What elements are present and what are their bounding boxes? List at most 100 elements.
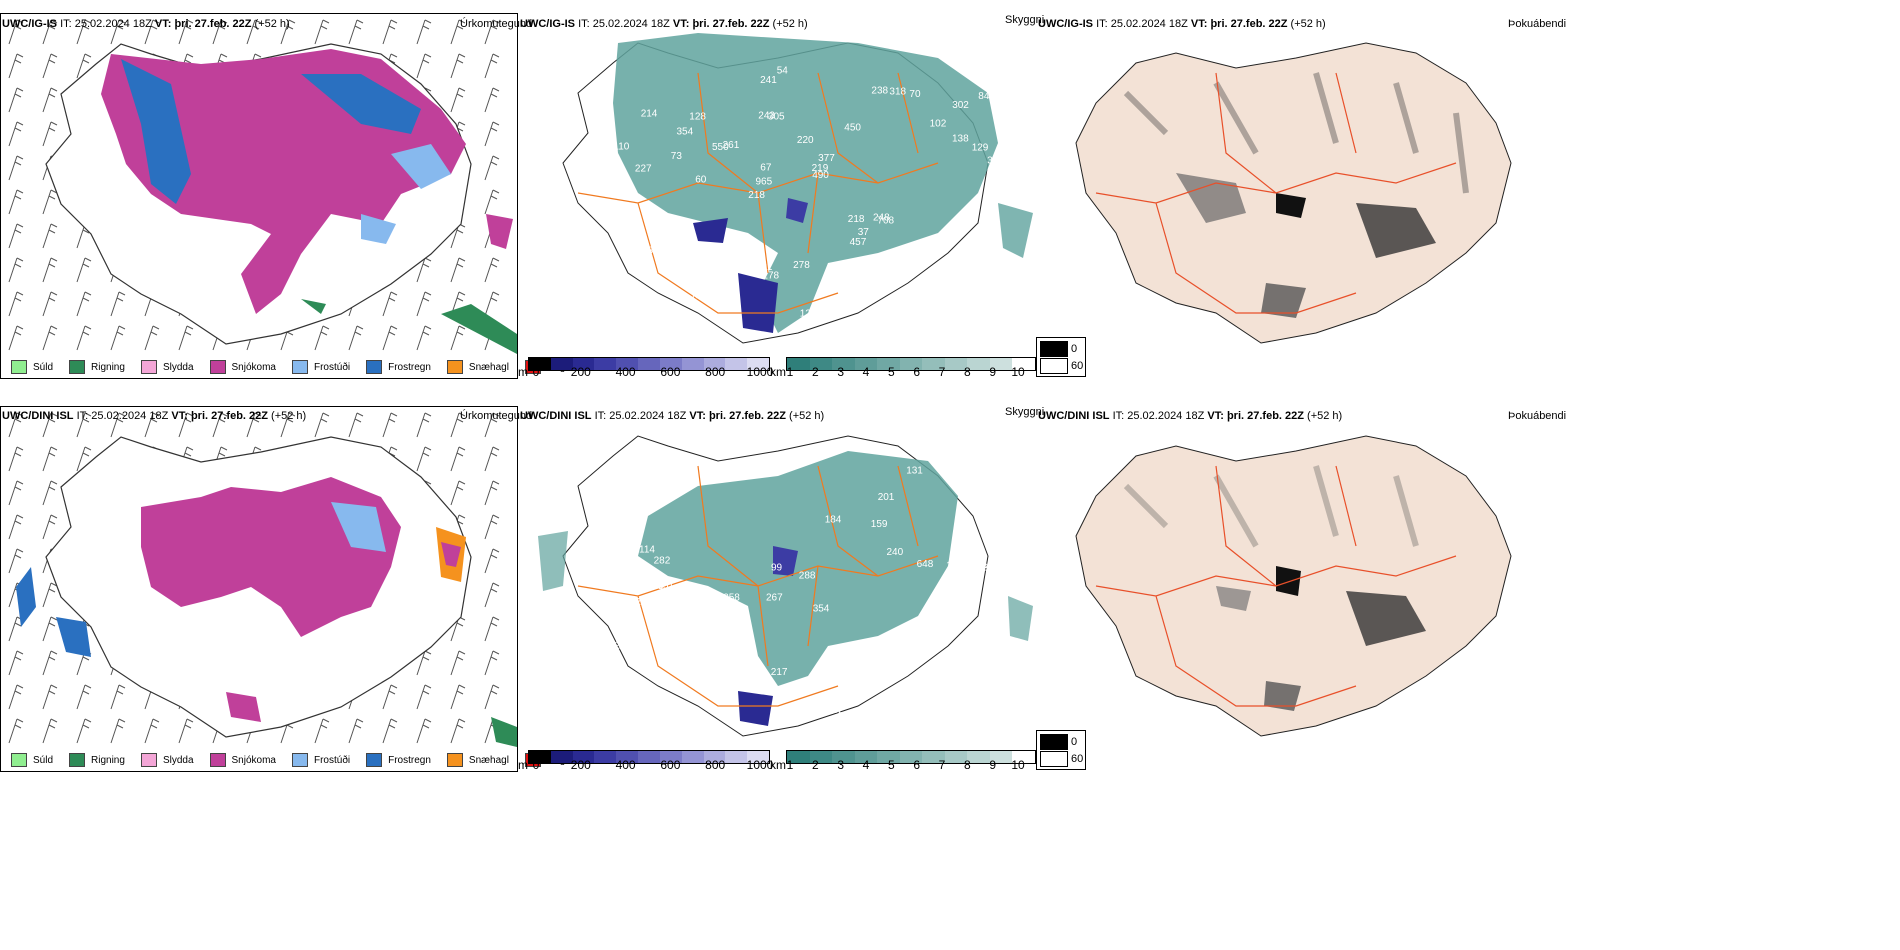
cloudbase-value-label: 126: [800, 309, 817, 320]
fog-legend-high-label: 60: [1071, 360, 1084, 372]
cloudbase-value-label: 37: [858, 227, 870, 238]
cloud-panel-top: 252 227 302 218 450 448 243 220 327 261 160 193 305 3…: [518, 13, 1036, 379]
cloudbase-value-label: 451: [623, 300, 640, 311]
cloudbase-value-label: 358: [723, 592, 740, 603]
cloudbase-value-label: 114: [639, 545, 655, 556]
precip-legend-swatch: [11, 360, 27, 374]
precip-legend-swatch: [446, 753, 463, 767]
colorbar-tick-label: 3: [837, 365, 844, 379]
cloudbase-value-label: 450: [844, 123, 861, 134]
visibility-unit-top: km: [770, 365, 786, 379]
colorbar-tick-label: 800: [705, 365, 726, 379]
cloudbase-value-label: 303: [818, 706, 835, 717]
colorbar-tick-label: 8: [963, 758, 971, 772]
colorbar-step: [616, 751, 639, 763]
cloudbase-value-label: 77: [926, 666, 938, 677]
visibility-colorbar-bottom: [786, 750, 1036, 764]
cloudbase-value-label: 601: [657, 581, 674, 592]
colorbar-step: [725, 358, 748, 370]
visibility-colorbar-top: [786, 357, 1036, 371]
fog-panel-bottom: [1036, 406, 1556, 772]
cloudbase-value-label: 211: [676, 260, 692, 271]
cloudbase-value-label: 142: [641, 694, 658, 705]
cloudbase-value-label: 314: [731, 461, 748, 472]
precip-type-panel-top: Súld Rigning Slydda Snjókoma Frostúði Frostre…: [0, 13, 575, 379]
precip-legend-swatch: [291, 360, 308, 374]
colorbar-step: [967, 358, 990, 370]
colorbar-tick-label: 9: [989, 365, 996, 379]
precip-legend-item: Snæhagl: [446, 753, 509, 767]
visibility-unit-bottom: km: [770, 758, 786, 772]
precip-legend-item: Súld: [11, 360, 53, 374]
cloudbase-value-label: 185: [722, 472, 739, 483]
cloudbase-value-label: 220: [797, 135, 814, 146]
colorbar-tick-label: 3: [837, 758, 844, 772]
precip-legend-item: Frostregn: [366, 360, 431, 374]
cloudbase-colorbar-bottom: [528, 750, 770, 764]
roads: [577, 72, 939, 314]
cloudbase-value-label: 65: [634, 646, 646, 657]
colorbar-step: [854, 751, 878, 763]
precip-legend-top: Súld Rigning Slydda Snjókoma Frostúði Frostre…: [1, 356, 581, 378]
colorbar-step: [944, 358, 968, 370]
cloudbase-value-label: 457: [850, 237, 867, 248]
cloudbase-value-label: 252: [946, 295, 963, 306]
precip-legend-swatch: [446, 360, 463, 374]
colorbar-step: [854, 358, 878, 370]
colorbar-step: [877, 358, 900, 370]
cloudbase-colorbar-top: [528, 357, 770, 371]
fog-legend-top: 0 60: [1036, 337, 1086, 377]
precip-legend-item: Súld: [11, 753, 53, 767]
precip-legend-label: Frostregn: [388, 361, 431, 373]
colorbar-tick-label: 1000: [746, 365, 774, 379]
cloud-panel-bottom: 314 201 320 267 354 601 85 159 227 184 288 142 185 35…: [518, 406, 1036, 772]
visibility-area: [613, 33, 998, 333]
cloudbase-value-label: 60: [695, 175, 707, 186]
colorbar-step: [550, 358, 573, 370]
cloudbase-value-label: 261: [723, 140, 740, 151]
header-top-3: UWC/IG-IS IT: 25.02.2024 18Z VT: þri. 27…: [1038, 18, 1326, 30]
colorbar-step: [638, 358, 660, 370]
cloudbase-value-label: 218: [748, 190, 765, 201]
cloudbase-value-label: 146: [690, 292, 707, 303]
colorbar-step: [989, 751, 1013, 763]
colorbar-step: [967, 751, 990, 763]
colorbar-tick-label: 1000: [746, 758, 774, 772]
colorbar-step: [572, 358, 595, 370]
colorbar-tick-label: 5: [887, 365, 895, 379]
precip-type-map-bottom: [1, 407, 517, 749]
colorbar-tick-label: 0: [532, 758, 540, 772]
cloudbase-value-label: 98: [637, 251, 649, 262]
cloudbase-value-label: 602: [827, 705, 844, 716]
precip-legend-label: Frostregn: [388, 754, 431, 766]
cloudbase-value-label: 110: [653, 312, 669, 323]
precip-legend-swatch: [140, 753, 157, 767]
cloudbase-value-label: 84: [978, 91, 990, 102]
fog-legend-swatch-low: [1040, 734, 1068, 750]
colorbar-tick-label: 200: [570, 758, 591, 772]
precip-legend-swatch: [291, 753, 308, 767]
cloudbase-value-label: 214: [641, 109, 658, 120]
colorbar-step: [703, 358, 726, 370]
colorbar-tick-label: 4: [862, 758, 870, 772]
colorbar-step: [899, 358, 923, 370]
colorbar-tick-label: 2: [811, 758, 819, 772]
precip-legend-label: Snæhagl: [468, 754, 509, 766]
precip-legend-label: Snæhagl: [468, 361, 509, 373]
precip-legend-swatch: [209, 360, 226, 374]
colorbar-tick-label: 600: [660, 758, 681, 772]
precip-legend-item: Frostúði: [291, 360, 350, 374]
colorbar-tick-label: 8: [963, 365, 971, 379]
header-bottom-2: UWC/DINI ISL IT: 25.02.2024 18Z VT: þri.…: [520, 410, 825, 422]
precip-legend-label: Slydda: [162, 754, 194, 766]
cloud-title-top: Skyggni: [1005, 14, 1045, 26]
cloudbase-value-label: 550: [712, 142, 729, 153]
cloudbase-value-label: 68: [620, 308, 632, 319]
cloudbase-value-label: 320: [977, 562, 994, 573]
cloudbase-value-label: 241: [760, 75, 777, 86]
colorbar-tick-label: 400: [615, 365, 636, 379]
colorbar-tick-label: 200: [570, 365, 591, 379]
colorbar-step: [703, 751, 726, 763]
colorbar-step: [725, 751, 748, 763]
colorbar-step: [1012, 358, 1036, 370]
